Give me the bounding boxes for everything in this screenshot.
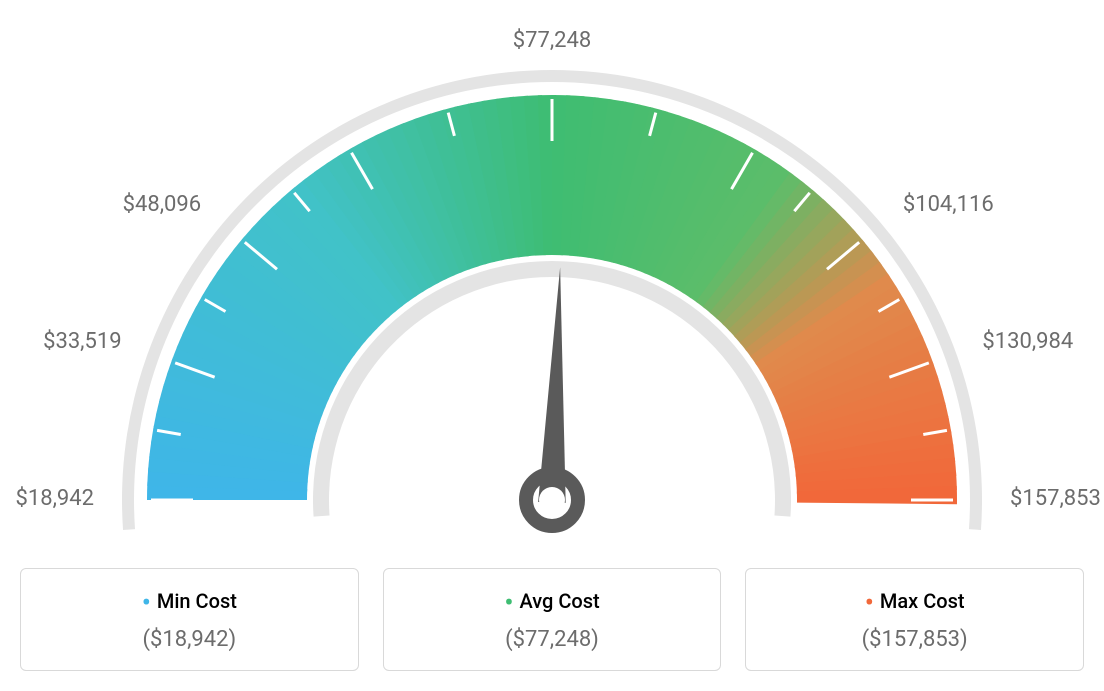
gauge-svg [20,20,1084,560]
gauge-tick-label: $33,519 [32,329,122,354]
max-cost-card: •Max Cost ($157,853) [745,568,1084,671]
cost-gauge-chart: $18,942$33,519$48,096$77,248$104,116$130… [20,20,1084,671]
max-cost-value: ($157,853) [756,627,1073,652]
avg-cost-title: •Avg Cost [394,589,711,613]
avg-bullet-icon: • [504,588,513,618]
gauge-tick-label: $77,248 [502,28,602,53]
min-bullet-icon: • [142,588,151,618]
max-bullet-icon: • [865,588,874,618]
avg-cost-card: •Avg Cost ($77,248) [383,568,722,671]
summary-cards: •Min Cost ($18,942) •Avg Cost ($77,248) … [20,568,1084,671]
max-cost-label: Max Cost [880,589,965,613]
gauge-tick-label: $18,942 [4,486,94,511]
min-cost-label: Min Cost [157,589,237,613]
min-cost-value: ($18,942) [31,627,348,652]
gauge-tick-label: $130,984 [982,329,1073,354]
gauge-tick-label: $157,853 [1010,486,1101,511]
avg-cost-label: Avg Cost [519,589,599,613]
min-cost-card: •Min Cost ($18,942) [20,568,359,671]
gauge-area: $18,942$33,519$48,096$77,248$104,116$130… [20,20,1084,560]
max-cost-title: •Max Cost [756,589,1073,613]
min-cost-title: •Min Cost [31,589,348,613]
gauge-tick-label: $104,116 [903,192,994,217]
gauge-tick-label: $48,096 [111,192,201,217]
avg-cost-value: ($77,248) [394,627,711,652]
